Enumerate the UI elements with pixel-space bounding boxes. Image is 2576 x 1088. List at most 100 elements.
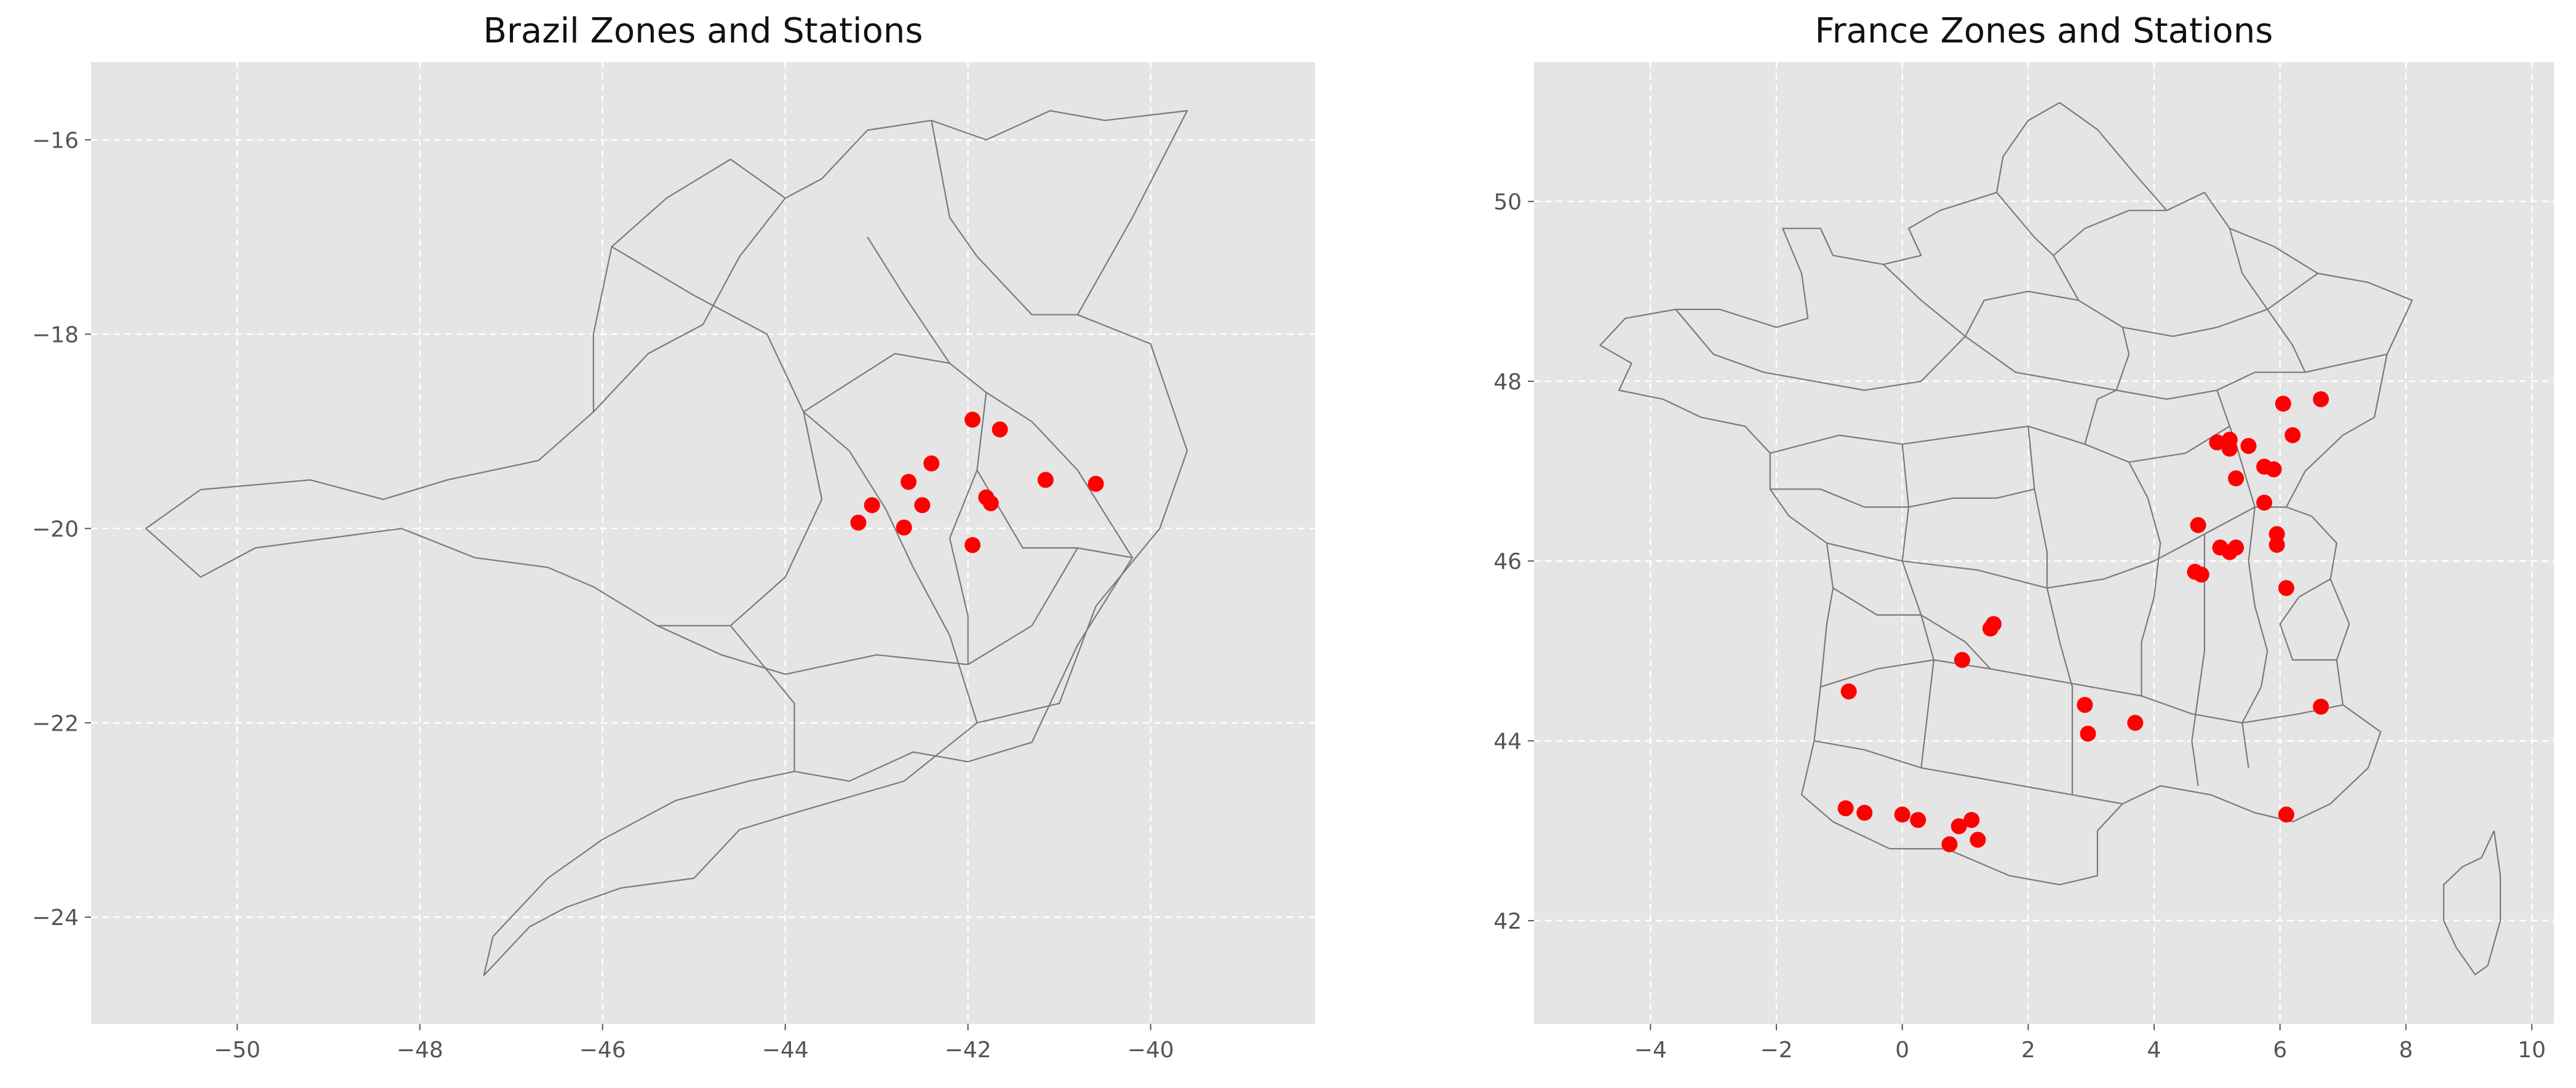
brazil-station-marker [1037, 472, 1054, 488]
france-zone-boundary [1820, 659, 2343, 724]
france-station-marker [2209, 434, 2225, 451]
brazil-zone-boundary [729, 625, 795, 772]
france-zone-boundary [1770, 488, 2035, 508]
france-x-tick-label: −2 [1760, 1038, 1792, 1063]
france-station-marker [2077, 697, 2093, 713]
brazil-x-tick-label: −44 [762, 1038, 809, 1063]
france-station-marker [2193, 566, 2209, 583]
france-station-marker [1894, 806, 1910, 823]
france-station-marker [2278, 806, 2294, 823]
france-zone-boundary [2241, 507, 2268, 768]
brazil-zone-boundary [948, 392, 987, 665]
france-station-marker [2190, 517, 2206, 533]
brazil-x-tick-label: −46 [579, 1038, 626, 1063]
france-zone-boundary [2084, 389, 2117, 445]
france-zone-boundary [2027, 426, 2073, 795]
france-station-marker [2221, 544, 2238, 560]
brazil-station-marker [982, 495, 999, 512]
brazil-zone-boundary [867, 236, 950, 364]
france-station-marker [2275, 395, 2291, 412]
france-y-tick-label: 46 [1493, 549, 1522, 574]
brazil-y-tick-label: −24 [32, 905, 79, 931]
france-station-marker [1941, 836, 1958, 852]
france-zone-boundary [1996, 192, 2167, 256]
france-station-marker [2278, 580, 2294, 597]
france-grid [1534, 62, 2554, 1024]
france-station-marker [2313, 699, 2329, 715]
brazil-grid [91, 62, 1315, 1024]
france-station-marker [1954, 652, 1970, 668]
brazil-zone-boundary [592, 197, 786, 413]
france-x-tick-label: 0 [1895, 1038, 1909, 1063]
france-station-marker [2240, 438, 2257, 455]
france-station-marker [1963, 812, 1980, 828]
france-zone-boundary [1675, 309, 1966, 391]
brazil-y-tick-label: −22 [32, 711, 79, 736]
france-zone-boundary [2279, 578, 2337, 661]
brazil-axes: −50 −48 −46 −44 −42 −40 −16 −18 −20 −22 −24 [32, 62, 1315, 1063]
france-zone-boundary [1599, 101, 2413, 886]
france-station-marker [1837, 800, 1854, 817]
france-station-marker [2080, 725, 2096, 742]
brazil-zone-boundary [611, 246, 823, 627]
brazil-x-tick-label: −42 [945, 1038, 992, 1063]
brazil-zone-boundary [803, 411, 978, 723]
brazil-zone-boundary [931, 120, 978, 257]
brazil-station-marker [896, 519, 912, 536]
brazil-station-marker [923, 455, 940, 472]
brazil-zone-boundary [803, 352, 1133, 558]
france-station-marker [2221, 440, 2238, 457]
brazil-panel-title: Brazil Zones and Stations [483, 11, 923, 51]
france-station-marker [2256, 494, 2273, 511]
france-y-tick-label: 44 [1493, 729, 1522, 755]
brazil-x-tick-label: −50 [214, 1038, 261, 1063]
france-x-tick-label: 10 [2518, 1038, 2546, 1063]
france-y-tick-label: 50 [1493, 190, 1522, 215]
brazil-x-tick-label: −40 [1127, 1038, 1174, 1063]
france-station-marker [1982, 620, 1998, 637]
france-zone-boundary [2443, 830, 2502, 975]
france-station-marker [1910, 812, 1926, 828]
france-zone-boundary [2128, 461, 2161, 696]
france-station-marker [2284, 427, 2301, 443]
brazil-y-tick-label: −16 [32, 128, 79, 153]
france-station-marker [2265, 461, 2282, 478]
france-x-tick-label: 6 [2273, 1038, 2287, 1063]
france-zone-boundary [1832, 587, 1991, 670]
brazil-station-marker [850, 514, 867, 531]
france-axes-background [1534, 62, 2554, 1024]
france-station-marker [2228, 470, 2244, 486]
france-station-marker [2127, 715, 2144, 731]
brazil-y-tick-label: −18 [32, 322, 79, 347]
brazil-station-marker [992, 421, 1008, 438]
france-station-marker [1970, 832, 1986, 848]
france-station-marker [1856, 804, 1873, 821]
brazil-axes-background [91, 62, 1315, 1024]
france-y-tick-label: 48 [1493, 370, 1522, 395]
france-station-marker [1950, 818, 1967, 835]
france-zone-boundary [2115, 327, 2130, 391]
brazil-station-marker [964, 537, 981, 554]
france-y-tick-label: 42 [1493, 909, 1522, 934]
france-zone-boundary [1965, 290, 2079, 337]
brazil-station-marker [864, 497, 880, 514]
france-stations [1837, 391, 2329, 852]
brazil-stations [850, 411, 1104, 554]
brazil-station-marker [1087, 475, 1104, 492]
france-zone-boundary [1826, 506, 2286, 589]
brazil-zone-boundary [976, 256, 1078, 316]
france-panel-title: France Zones and Stations [1815, 11, 2273, 51]
brazil-zone-boundary [145, 109, 1188, 977]
brazil-zone-boundaries [145, 109, 1188, 977]
brazil-x-tick-label: −48 [397, 1038, 443, 1063]
france-station-marker [1840, 683, 1857, 700]
france-station-marker [2268, 536, 2285, 553]
france-zone-boundary [2228, 228, 2306, 373]
france-x-tick-label: 8 [2399, 1038, 2413, 1063]
brazil-station-marker [964, 411, 981, 428]
france-station-marker [2313, 391, 2329, 408]
france-x-tick-label: 4 [2147, 1038, 2161, 1063]
